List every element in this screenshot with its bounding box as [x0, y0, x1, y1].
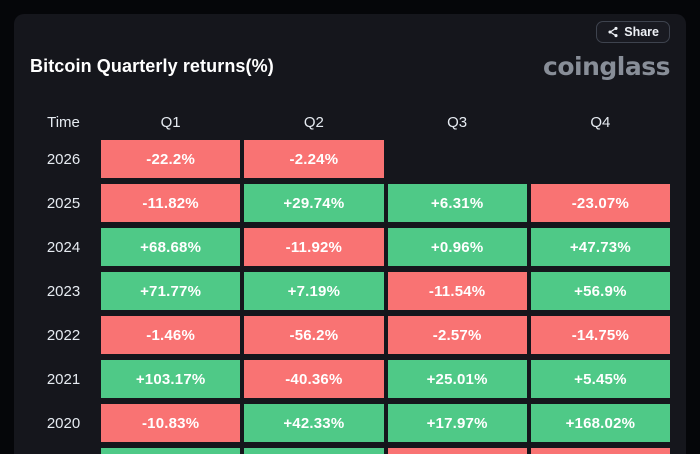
table-row: 2024 +68.68% -11.92% +0.96% +47.73% [30, 228, 670, 266]
return-cell: +25.01% [387, 360, 527, 398]
return-cell: -11.92% [244, 228, 384, 266]
return-cell [101, 448, 241, 454]
return-cell: +56.9% [530, 272, 670, 310]
return-cell: -1.46% [101, 316, 241, 354]
table-row: 2023 +71.77% +7.19% -11.54% +56.9% [30, 272, 670, 310]
share-row: Share [30, 21, 670, 43]
table-row [30, 448, 670, 454]
column-header-q1: Q1 [160, 113, 181, 131]
return-cell [244, 448, 384, 454]
returns-table-body: 2026 -22.2% -2.24% 2025 -11.82% +29.74% +6.31%… [30, 140, 670, 454]
share-button-label: Share [624, 25, 659, 39]
return-cell: +6.31% [387, 184, 527, 222]
return-cell: +103.17% [101, 360, 241, 398]
empty-cell [531, 140, 670, 178]
row-year-label: 2026 [46, 150, 81, 168]
row-year-label: 2024 [46, 238, 81, 256]
row-year-label: 2025 [46, 194, 81, 212]
return-cell: -11.54% [387, 272, 527, 310]
column-header-q2: Q2 [303, 113, 324, 131]
column-header-q3: Q3 [447, 113, 468, 131]
return-cell [387, 448, 527, 454]
return-cell: +7.19% [244, 272, 384, 310]
table-row: 2022 -1.46% -56.2% -2.57% -14.75% [30, 316, 670, 354]
return-cell: +29.74% [244, 184, 384, 222]
table-row: 2025 -11.82% +29.74% +6.31% -23.07% [30, 184, 670, 222]
return-cell: -11.82% [101, 184, 241, 222]
return-cell: -23.07% [530, 184, 670, 222]
return-cell: -10.83% [101, 404, 241, 442]
return-cell: +47.73% [530, 228, 670, 266]
return-cell: -2.57% [387, 316, 527, 354]
return-cell: +71.77% [101, 272, 241, 310]
table-header-row: Time Q1 Q2 Q3 Q4 [30, 112, 670, 132]
quarterly-returns-card: Share Bitcoin Quarterly returns(%) coing… [14, 14, 686, 454]
return-cell: -2.24% [244, 140, 384, 178]
return-cell: -22.2% [101, 140, 241, 178]
row-year-label [30, 448, 97, 454]
column-header-time: Time [47, 113, 80, 131]
row-year-label: 2020 [46, 414, 81, 432]
return-cell: +42.33% [244, 404, 384, 442]
share-button[interactable]: Share [596, 21, 670, 43]
return-cell: -14.75% [530, 316, 670, 354]
title-row: Bitcoin Quarterly returns(%) coinglass [30, 50, 670, 82]
return-cell: +17.97% [387, 404, 527, 442]
return-cell: +168.02% [530, 404, 670, 442]
return-cell: -40.36% [244, 360, 384, 398]
return-cell: +68.68% [101, 228, 241, 266]
page-title: Bitcoin Quarterly returns(%) [30, 55, 274, 76]
empty-cell [388, 140, 527, 178]
table-row: 2021 +103.17% -40.36% +25.01% +5.45% [30, 360, 670, 398]
return-cell: +5.45% [530, 360, 670, 398]
coinglass-logo: coinglass [543, 51, 670, 81]
row-year-label: 2023 [46, 282, 81, 300]
table-row: 2020 -10.83% +42.33% +17.97% +168.02% [30, 404, 670, 442]
row-year-label: 2021 [46, 370, 81, 388]
row-year-label: 2022 [46, 326, 81, 344]
return-cell: -56.2% [244, 316, 384, 354]
share-icon [607, 26, 619, 38]
table-row: 2026 -22.2% -2.24% [30, 140, 670, 178]
return-cell [530, 448, 670, 454]
return-cell: +0.96% [387, 228, 527, 266]
column-header-q4: Q4 [590, 113, 611, 131]
